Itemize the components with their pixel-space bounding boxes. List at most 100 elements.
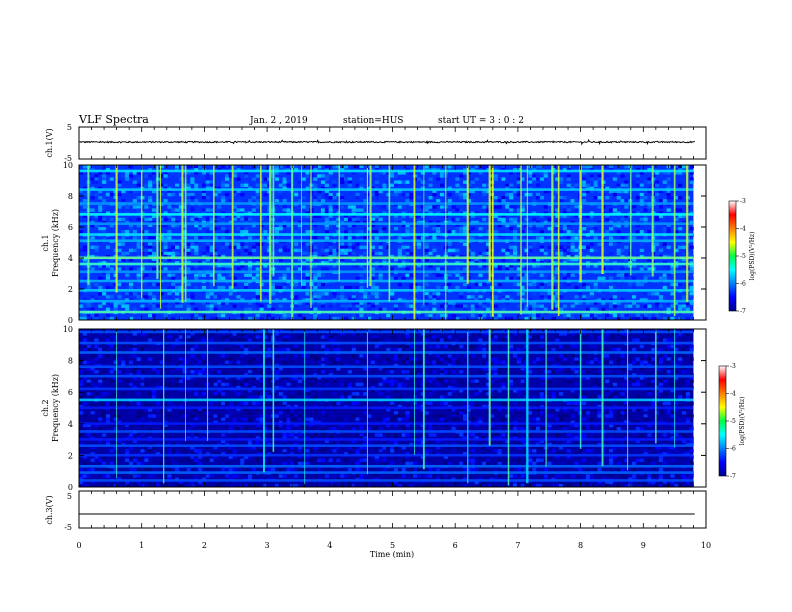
spec1-noise-cell: [451, 205, 456, 209]
cb1-ticks-tick-label: -4: [740, 226, 746, 233]
spec1-noise-cell: [247, 267, 253, 271]
spec1-noise-cell: [547, 307, 552, 311]
spec1-noise-cell: [90, 208, 95, 212]
spec2-noise-cell: [240, 395, 245, 399]
spec1-noise-cell: [343, 230, 349, 234]
spec1-noise-cell: [463, 180, 468, 184]
spec2-noise-cell: [213, 392, 218, 396]
spec2-noise-cell: [167, 401, 172, 406]
spec1-noise-cell: [516, 292, 521, 296]
spec1-noise-cell: [286, 165, 291, 169]
spec2-noise-cell: [267, 347, 272, 352]
spec2-noise-cell: [86, 366, 91, 371]
spec1-noise-cell: [167, 273, 172, 277]
spec2-noise-cell: [140, 344, 145, 349]
spec1-noise-cell: [543, 251, 548, 256]
spec1-noise-cell: [247, 264, 253, 268]
spec1-noise-cell: [244, 245, 249, 249]
spec1-noise-cell: [516, 273, 521, 277]
spec1-noise-cell: [674, 301, 679, 305]
spec2-noise-cell: [336, 417, 341, 421]
spec1-noise-cell: [274, 230, 279, 234]
spec1-noise-cell: [205, 174, 210, 178]
spec1-noise-cell: [424, 165, 429, 169]
spec1-noise-cell: [228, 245, 233, 249]
spec1-noise-cell: [274, 227, 279, 231]
spec1-noise-cell: [639, 196, 644, 200]
spec1-noise-cell: [532, 292, 537, 296]
spec1-noise-cell: [624, 276, 629, 280]
spec1-noise-cell: [167, 214, 172, 218]
spec1-noise-cell: [655, 313, 660, 318]
spec1-noise-cell: [497, 313, 502, 318]
spec1-noise-cell: [447, 313, 452, 318]
spec1-noise-cell: [328, 174, 333, 178]
spec1-noise-cell: [317, 273, 322, 277]
spec2-noise-cell: [90, 468, 95, 472]
spec2-noise-cell: [251, 395, 256, 399]
spec1-noise-cell: [608, 227, 614, 231]
spec1-noise-cell: [194, 313, 199, 318]
spec1-noise-cell: [282, 177, 287, 181]
spec1-noise-cell: [585, 180, 591, 184]
spec1-noise-cell: [251, 196, 256, 200]
spec2-noise-cell: [86, 474, 91, 478]
spec2-noise-cell: [102, 347, 107, 352]
spec1-noise-cell: [190, 292, 195, 296]
spec1-noise-cell: [328, 304, 333, 308]
spec1-noise-cell: [574, 205, 579, 209]
spec1-noise-cell: [486, 267, 491, 271]
spec1-noise-cell: [159, 251, 164, 256]
spec1-noise-cell: [486, 165, 491, 169]
spec1-noise-cell: [182, 295, 187, 299]
spec2-noise-cell: [194, 455, 199, 459]
spec2-noise-cell: [105, 408, 111, 412]
spec2-noise-cell: [263, 458, 268, 463]
spec2-noise-cell: [309, 382, 314, 387]
spec1-noise-cell: [643, 214, 648, 218]
spec1-noise-cell: [516, 304, 521, 308]
spec1-noise-cell: [213, 192, 218, 197]
spec2-noise-cell: [332, 449, 337, 453]
spec1-noise-cell: [194, 248, 199, 253]
spec1-noise-cell: [301, 245, 306, 249]
spec1-noise-cell: [482, 282, 487, 287]
spec2-noise-cell: [151, 414, 157, 418]
spec2-noise-cell: [217, 370, 222, 374]
spec1-noise-cell: [532, 264, 537, 268]
spec1-noise-cell: [497, 217, 502, 222]
spec1-noise-cell: [378, 171, 383, 175]
spec1-noise-cell: [224, 264, 230, 268]
spec1-noise-cell: [486, 316, 491, 321]
spec1-noise-cell: [171, 217, 176, 222]
spec1-noise-cell: [543, 189, 548, 194]
spec2-noise-cell: [347, 370, 352, 374]
spec1-noise-cell: [94, 214, 99, 218]
spec1-noise-cell: [320, 171, 326, 175]
spec1-noise-cell: [232, 245, 237, 249]
spec2-noise-cell: [301, 389, 306, 393]
spec1-noise-cell: [201, 192, 207, 197]
spec2-noise-cell: [198, 395, 203, 399]
spec1-noise-cell: [459, 276, 464, 280]
spec1-noise-cell: [82, 264, 87, 268]
spec1-noise-cell: [255, 223, 260, 228]
spec1-noise-cell: [689, 301, 694, 305]
spec2-noise-cell: [79, 379, 84, 384]
spec2-noise-cell: [167, 335, 172, 339]
spec1-noise-cell: [336, 192, 341, 197]
spec1-noise-cell: [217, 217, 222, 222]
spec2-noise-cell: [240, 354, 245, 358]
spec1-noise-cell: [136, 267, 141, 271]
spec1-noise-cell: [79, 189, 84, 194]
spec2-noise-cell: [244, 335, 249, 339]
spec1-noise-cell: [632, 205, 637, 209]
spec1-noise-cell: [175, 301, 180, 305]
spec2-noise-cell: [278, 382, 283, 387]
spec2-noise-cell: [155, 401, 160, 406]
spec2-noise-cell: [102, 411, 107, 415]
spec2-noise-cell: [201, 417, 207, 421]
spec1-noise-cell: [624, 304, 629, 308]
spec1-noise-cell: [351, 285, 356, 290]
spec1-noise-cell: [516, 171, 521, 175]
